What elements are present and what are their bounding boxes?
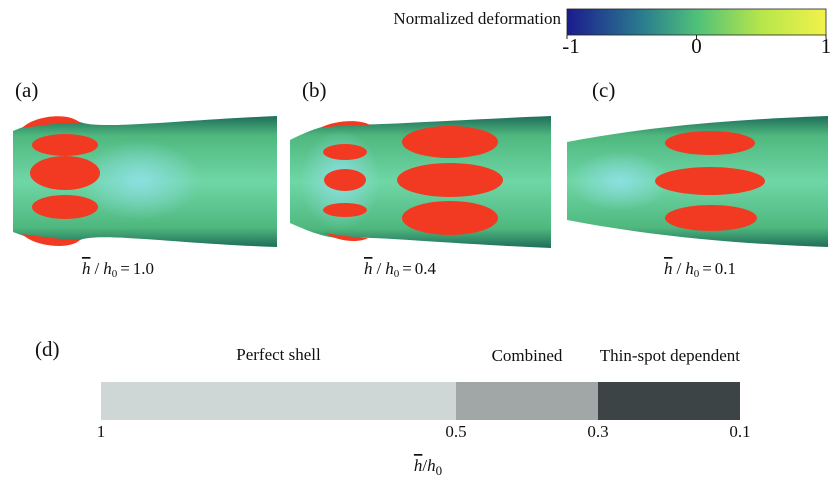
panel-label: (d) [35,337,60,361]
panel-label: (c) [592,78,615,102]
axis-part: h [414,456,423,475]
regime-tick-label: 0.5 [445,422,466,441]
caption-part: / [676,259,681,278]
shell-a [13,116,277,247]
regime-segment [598,382,740,420]
caption-part: 0 [394,268,400,280]
axis-part: 0 [436,463,443,478]
axis-part: h [427,456,436,475]
caption-part: h [103,259,112,278]
caption-part: h [385,259,394,278]
colorbar-title: Normalized deformation [393,9,561,28]
caption-part: 0.1 [715,259,736,278]
caption-part: / [376,259,381,278]
colorbar-tick-label: -1 [562,34,580,58]
caption: h / h0 = 0.4 [364,259,437,280]
regime-label: Perfect shell [236,345,321,364]
caption-part: 1.0 [133,259,154,278]
caption-part: 0.4 [415,259,437,278]
panel-label: (a) [15,78,38,102]
caption-part: = [120,259,130,278]
caption-part: h [82,259,91,278]
caption: h / h0 = 0.1 [664,259,736,280]
axis-label: h/h0 [414,456,442,478]
colorbar-tick-label: 1 [821,34,832,58]
caption-part: h [364,259,373,278]
panel-label: (b) [302,78,327,102]
regime-label: Thin-spot dependent [600,346,740,365]
colorbar-tick-label: 0 [691,34,702,58]
caption-part: = [702,259,712,278]
shell-c [567,116,828,247]
regime-tick-label: 0.3 [587,422,608,441]
regime-segment [101,382,456,420]
caption: h / h0 = 1.0 [82,259,154,280]
regime-segment [456,382,598,420]
caption-part: / [94,259,99,278]
colorbar [566,8,827,36]
regime-label: Combined [492,346,563,365]
regime-tick-label: 1 [97,422,106,441]
caption-part: 0 [694,268,700,280]
caption-part: 0 [112,268,118,280]
axis-part: / [422,456,427,475]
caption-part: h [664,259,673,278]
caption-part: = [402,259,412,278]
regime-tick-label: 0.1 [729,422,750,441]
shell-b [290,116,551,248]
caption-part: h [685,259,694,278]
